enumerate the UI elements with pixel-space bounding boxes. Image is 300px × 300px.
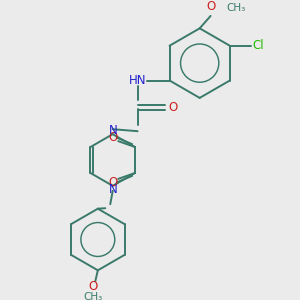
Text: O: O [206,0,215,13]
Text: Cl: Cl [253,39,264,52]
Text: N: N [110,124,118,137]
Text: N: N [110,183,118,196]
Text: CH₃: CH₃ [226,3,246,13]
Text: O: O [88,280,98,293]
Text: O: O [109,131,118,144]
Text: HN: HN [129,74,146,87]
Text: CH₃: CH₃ [83,292,103,300]
Text: O: O [168,101,178,114]
Text: O: O [109,176,118,189]
